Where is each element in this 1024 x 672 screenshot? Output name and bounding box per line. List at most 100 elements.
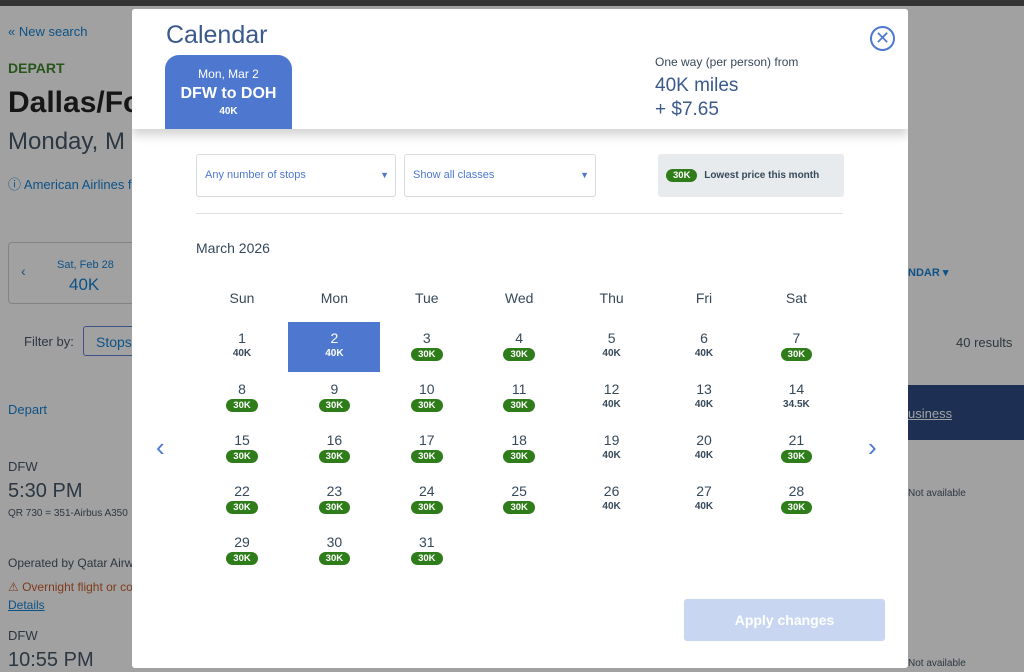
calendar-day[interactable]: 6 40K [658, 322, 750, 372]
calendar-day[interactable]: 17 30K [381, 424, 473, 474]
weekday-header: Sat [785, 290, 807, 306]
business-column-header[interactable]: usiness [908, 385, 1024, 440]
day-price: 34.5K [783, 399, 810, 410]
lowest-price-badge: 30K [411, 501, 443, 514]
close-icon[interactable]: ✕ [870, 26, 895, 51]
calendar-day[interactable]: 18 30K [473, 424, 565, 474]
results-count: 40 results [956, 335, 1013, 350]
day-price: 40K [602, 348, 621, 359]
day-number: 9 [330, 381, 339, 397]
day-number: 10 [419, 381, 435, 397]
caret-down-icon: ▼ [580, 170, 589, 180]
calendar-day[interactable]: 27 40K [658, 475, 750, 525]
calendar-day[interactable]: 14 34.5K [750, 373, 842, 423]
calendar-day[interactable]: 7 30K [750, 322, 842, 372]
calendar-day[interactable]: 12 40K [566, 373, 658, 423]
day-number: 18 [511, 432, 527, 448]
selected-date: Mon, Mar 2 [198, 67, 259, 81]
calendar-toggle[interactable]: NDAR ▾ [908, 267, 949, 279]
modal-title: Calendar [166, 21, 268, 49]
day-number: 17 [419, 432, 435, 448]
class-select[interactable]: Show all classes ▼ [404, 154, 596, 197]
day-number: 15 [234, 432, 250, 448]
calendar-day[interactable]: 30 30K [288, 526, 380, 576]
details-link[interactable]: Details [8, 598, 45, 612]
prev-date-card[interactable]: ‹ Sat, Feb 28 40K [8, 242, 138, 304]
calendar-day[interactable]: 19 40K [566, 424, 658, 474]
weekday-header: Mon [320, 290, 348, 306]
calendar-day[interactable]: 1 40K [196, 322, 288, 372]
price-taxes: + $7.65 [655, 99, 719, 120]
calendar-day[interactable]: 15 30K [196, 424, 288, 474]
day-number: 28 [788, 483, 805, 499]
class-select-value: Show all classes [413, 169, 495, 181]
day-number: 21 [788, 432, 805, 448]
sort-business[interactable]: usiness [908, 406, 953, 421]
prev-date: Sat, Feb 28 [57, 259, 114, 271]
calendar-day[interactable]: 5 40K [566, 322, 658, 372]
calendar-day[interactable]: 2 40K [288, 322, 381, 372]
stops-select[interactable]: Any number of stops ▼ [196, 154, 396, 197]
calendar-day[interactable]: 11 30K [473, 373, 565, 423]
calendar-day[interactable]: 28 30K [750, 475, 842, 525]
depart-label: DEPART [8, 60, 65, 76]
day-number: 4 [515, 330, 524, 346]
calendar-day[interactable]: 23 30K [288, 475, 380, 525]
calendar-day[interactable]: 4 30K [473, 322, 565, 372]
selected-flight-tab[interactable]: Mon, Mar 2 DFW to DOH 40K [165, 55, 292, 129]
lowest-price-badge: 30K [226, 399, 258, 412]
calendar-day[interactable]: 13 40K [658, 373, 750, 423]
weekday-header: Thu [599, 290, 624, 306]
calendar-day[interactable]: 20 40K [658, 424, 750, 474]
day-number: 23 [326, 483, 343, 499]
apply-changes-button[interactable]: Apply changes [684, 599, 885, 641]
flight-airport: DFW [8, 628, 38, 643]
lowest-price-badge: 30K [411, 552, 443, 565]
day-number: 5 [607, 330, 616, 346]
day-price: 40K [694, 348, 714, 359]
calendar-day[interactable]: 10 30K [381, 373, 473, 423]
calendar-day[interactable]: 26 40K [566, 475, 658, 525]
calendar-day[interactable]: 29 30K [196, 526, 288, 576]
lowest-price-badge: 30K [780, 348, 813, 361]
day-price: 40K [694, 501, 714, 512]
lowest-price-badge: 30K [318, 501, 351, 514]
day-number: 2 [330, 330, 339, 346]
calendar-day[interactable]: 31 30K [381, 526, 473, 576]
day-price: 40K [602, 450, 621, 461]
day-price: 40K [602, 399, 621, 410]
calendar-day[interactable]: 8 30K [196, 373, 288, 423]
day-number: 12 [603, 381, 620, 397]
calendar-day[interactable]: 9 30K [288, 373, 380, 423]
filter-label: Filter by: [24, 334, 74, 349]
calendar-day[interactable]: 16 30K [288, 424, 380, 474]
new-search-link[interactable]: « New search [8, 24, 88, 39]
day-number: 8 [238, 381, 246, 397]
day-price: 40K [694, 450, 714, 461]
legend-label: Lowest price this month [704, 170, 820, 181]
day-number: 30 [326, 534, 343, 550]
month-title: March 2026 [196, 240, 270, 256]
lowest-price-badge: 30K [780, 501, 813, 514]
weekday-header: Tue [414, 290, 439, 306]
calendar-day[interactable]: 3 30K [381, 322, 473, 372]
day-number: 24 [419, 483, 435, 499]
calendar-day[interactable]: 22 30K [196, 475, 288, 525]
calendar-day[interactable]: 24 30K [381, 475, 473, 525]
calendar-day[interactable]: 21 30K [750, 424, 842, 474]
calendar-day[interactable]: 25 30K [473, 475, 565, 525]
day-price: 40K [694, 399, 714, 410]
chevron-left-icon: ‹ [21, 263, 26, 279]
flight-number: QR 730 = 351-Airbus A350 [8, 508, 128, 519]
top-bar [0, 0, 1024, 6]
day-number: 20 [696, 432, 712, 448]
modal-header: Calendar Mon, Mar 2 DFW to DOH 40K One w… [132, 9, 908, 129]
next-month-icon[interactable]: › [868, 432, 877, 462]
selected-price: 40K [219, 106, 238, 117]
prev-month-icon[interactable]: ‹ [156, 432, 165, 462]
lowest-price-badge: 30K [411, 399, 443, 412]
sort-depart[interactable]: Depart [8, 402, 48, 417]
day-number: 26 [603, 483, 620, 499]
weekday-header: Fri [695, 290, 713, 306]
day-number: 3 [422, 330, 431, 346]
